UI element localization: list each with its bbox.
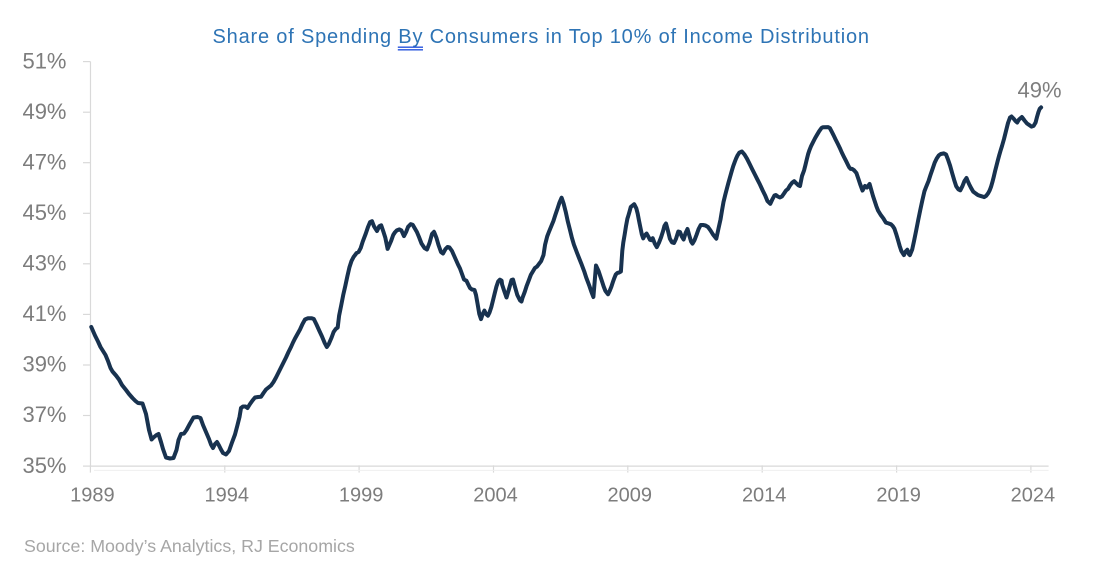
svg-text:39%: 39% [22, 352, 66, 377]
svg-text:2024: 2024 [1011, 484, 1056, 506]
svg-text:49%: 49% [1017, 78, 1061, 103]
svg-text:35%: 35% [22, 453, 66, 478]
svg-text:2014: 2014 [742, 484, 787, 506]
svg-text:51%: 51% [22, 48, 66, 73]
svg-text:45%: 45% [22, 200, 66, 225]
svg-text:1989: 1989 [70, 484, 115, 506]
svg-text:2004: 2004 [473, 484, 518, 506]
svg-text:1994: 1994 [205, 484, 250, 506]
svg-text:1999: 1999 [339, 484, 384, 506]
svg-text:2009: 2009 [608, 484, 653, 506]
svg-text:43%: 43% [22, 251, 66, 276]
svg-text:47%: 47% [22, 149, 66, 174]
svg-text:41%: 41% [22, 301, 66, 326]
svg-text:Share of Spending By Consumers: Share of Spending By Consumers in Top 10… [213, 26, 870, 48]
svg-text:Source: Moody’s Analytics, RJ: Source: Moody’s Analytics, RJ Economics [24, 536, 355, 556]
svg-text:37%: 37% [22, 402, 66, 427]
svg-text:2019: 2019 [876, 484, 921, 506]
svg-text:49%: 49% [22, 99, 66, 124]
